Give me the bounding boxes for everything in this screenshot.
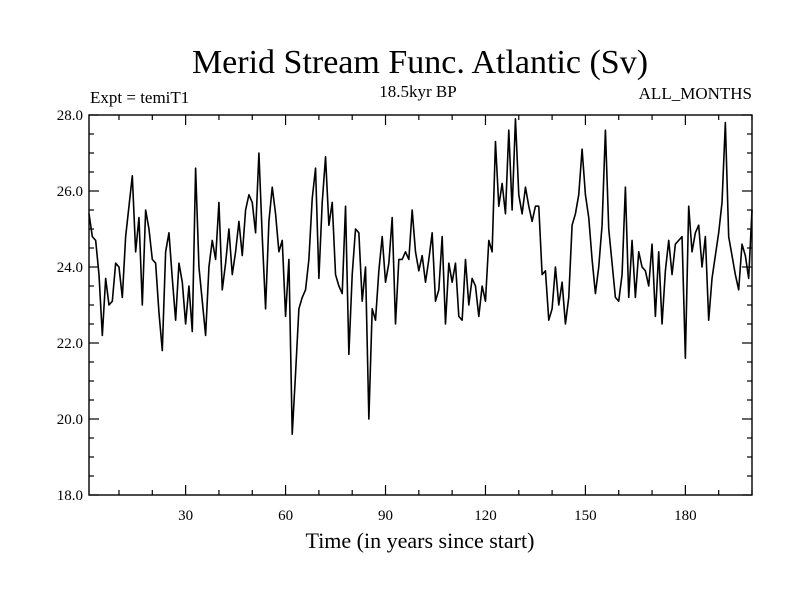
- x-tick-label: 150: [574, 508, 597, 524]
- y-tick-label: 28.0: [57, 108, 83, 124]
- x-tick-label: 90: [378, 508, 393, 524]
- x-tick-labels: 30 60 90 120 150 180: [178, 508, 696, 524]
- axis-ticks: [89, 114, 753, 496]
- x-axis-label: Time (in years since start): [306, 528, 535, 553]
- chart-title: Merid Stream Func. Atlantic (Sv): [192, 44, 648, 81]
- months-label: ALL_MONTHS: [639, 84, 752, 103]
- x-tick-label: 60: [278, 508, 293, 524]
- y-tick-label: 18.0: [57, 488, 83, 504]
- y-tick-labels: 18.0 20.0 22.0 24.0 26.0 28.0: [57, 108, 83, 504]
- period-label: 18.5kyr BP: [379, 82, 456, 101]
- experiment-label: Expt = temiT1: [90, 88, 189, 107]
- series-line: [88, 118, 753, 435]
- plot-frame: [88, 114, 753, 496]
- x-tick-label: 120: [474, 508, 497, 524]
- y-tick-label: 22.0: [57, 336, 83, 352]
- y-tick-label: 26.0: [57, 184, 83, 200]
- y-tick-label: 24.0: [57, 260, 83, 276]
- x-tick-label: 180: [674, 508, 697, 524]
- x-tick-label: 30: [178, 508, 193, 524]
- y-tick-label: 20.0: [57, 412, 83, 428]
